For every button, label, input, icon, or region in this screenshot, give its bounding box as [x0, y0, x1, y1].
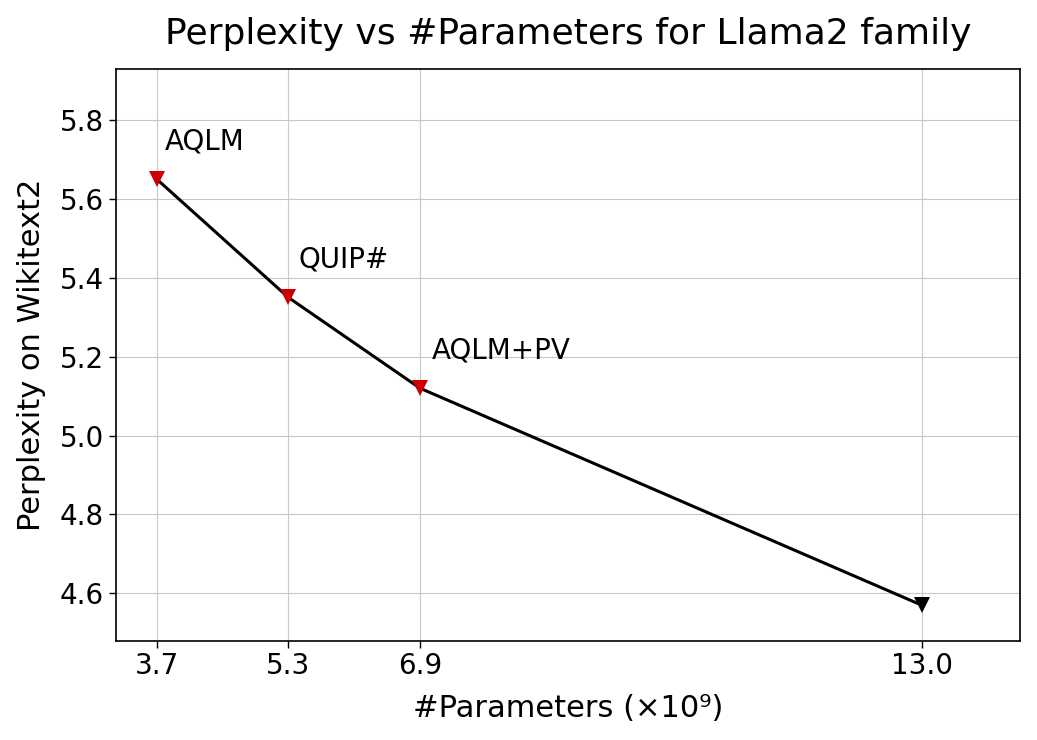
X-axis label: #Parameters (×10⁹): #Parameters (×10⁹): [413, 694, 723, 723]
Text: QUIP#: QUIP#: [299, 246, 389, 274]
Text: AQLM+PV: AQLM+PV: [431, 337, 570, 365]
Y-axis label: Perplexity on Wikitext2: Perplexity on Wikitext2: [17, 178, 46, 531]
Text: AQLM: AQLM: [165, 127, 245, 155]
Title: Perplexity vs #Parameters for Llama2 family: Perplexity vs #Parameters for Llama2 fam…: [165, 17, 972, 50]
